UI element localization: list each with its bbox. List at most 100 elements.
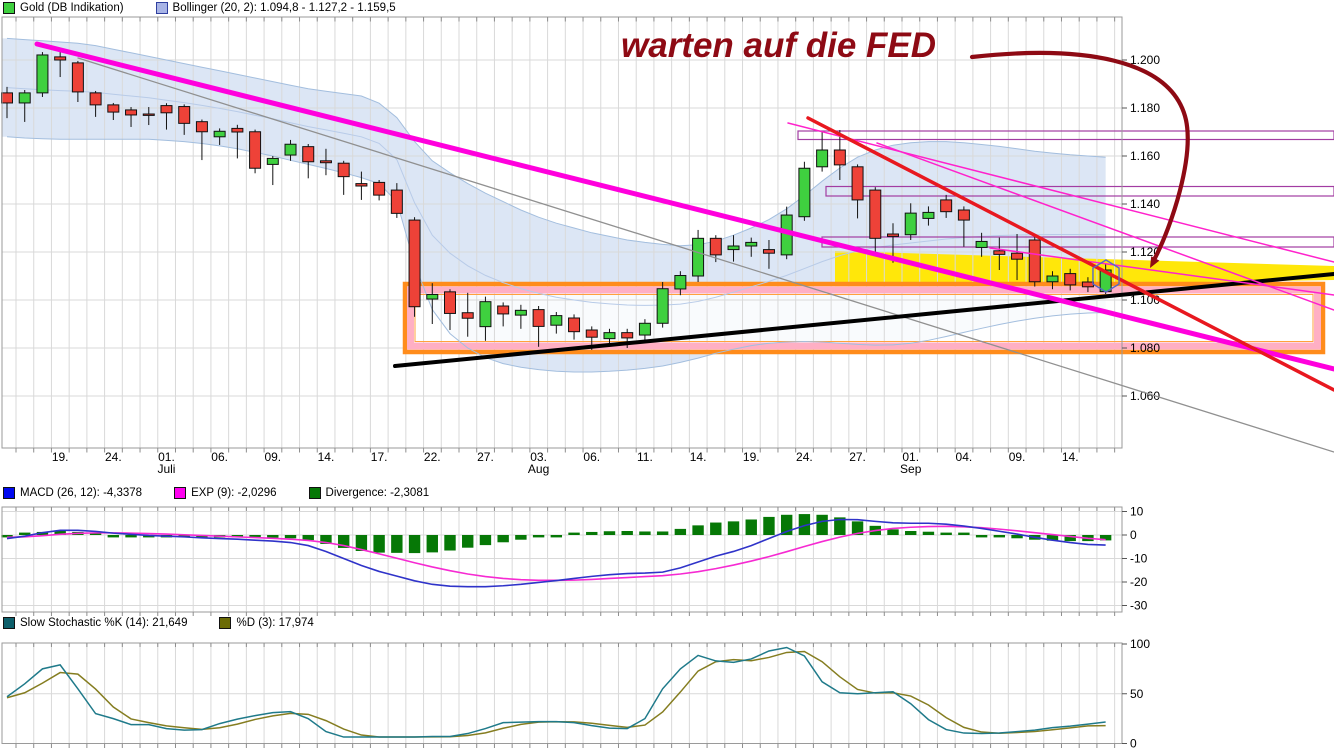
svg-text:09.: 09. bbox=[264, 450, 281, 464]
svg-text:0: 0 bbox=[1130, 737, 1137, 751]
last-candle-highlight bbox=[1092, 259, 1120, 293]
candle-3 bbox=[54, 56, 67, 61]
stoch-d-label: %D (3): 17,974 bbox=[236, 617, 314, 629]
candle-41 bbox=[727, 245, 740, 251]
candle-56 bbox=[993, 250, 1006, 255]
axis-ticks bbox=[15, 17, 1116, 453]
svg-text:03.: 03. bbox=[530, 450, 547, 464]
candle-46 bbox=[816, 149, 829, 168]
candle-45 bbox=[798, 167, 811, 218]
candle-1 bbox=[18, 92, 31, 104]
svg-text:-10: -10 bbox=[1130, 552, 1148, 566]
bollinger-lower-line bbox=[6, 136, 1106, 373]
candle-58 bbox=[1028, 239, 1041, 283]
exp-swatch bbox=[174, 487, 187, 499]
candle-47 bbox=[833, 149, 846, 166]
svg-text:17.: 17. bbox=[371, 450, 388, 464]
svg-text:27.: 27. bbox=[477, 450, 494, 464]
candle-14 bbox=[249, 131, 262, 169]
svg-text:22.: 22. bbox=[424, 450, 441, 464]
svg-text:10: 10 bbox=[1130, 505, 1144, 519]
svg-text:-20: -20 bbox=[1130, 575, 1148, 589]
stoch-axis-labels: 100 50 0 bbox=[1122, 637, 1150, 751]
candle-52 bbox=[922, 211, 935, 219]
candle-11 bbox=[195, 121, 208, 133]
candle-2 bbox=[36, 54, 49, 94]
candle-26 bbox=[461, 312, 474, 319]
candle-43 bbox=[762, 249, 775, 254]
candle-12 bbox=[213, 130, 226, 138]
stoch-k-label: Slow Stochastic %K (14): 21,649 bbox=[20, 617, 188, 629]
macd-panel[interactable]: 10 0 -10 -20 -30 bbox=[1, 505, 1148, 617]
svg-text:24.: 24. bbox=[796, 450, 813, 464]
stoch-k-line bbox=[6, 646, 1106, 738]
candle-33 bbox=[585, 329, 598, 338]
svg-text:0: 0 bbox=[1130, 528, 1137, 542]
long-gray-downtrend bbox=[77, 57, 1334, 453]
candle-51 bbox=[904, 212, 917, 236]
fed-annotation-text: warten auf die FED bbox=[621, 26, 937, 65]
svg-text:14.: 14. bbox=[1062, 450, 1079, 464]
legend-macd[interactable]: MACD (26, 12): -4,3378 bbox=[3, 487, 142, 499]
candle-34 bbox=[603, 332, 616, 340]
svg-text:1.200: 1.200 bbox=[1130, 53, 1160, 67]
candle-30 bbox=[532, 309, 545, 327]
candle-19 bbox=[337, 162, 350, 178]
macd-plot-border bbox=[1, 506, 1123, 613]
svg-text:24.: 24. bbox=[105, 450, 122, 464]
stochastic-panel[interactable]: 100 50 0 bbox=[1, 637, 1150, 751]
svg-text:1.180: 1.180 bbox=[1130, 101, 1160, 115]
svg-text:11.: 11. bbox=[637, 450, 653, 464]
svg-text:Aug: Aug bbox=[528, 462, 549, 476]
divergence-swatch bbox=[308, 487, 321, 499]
svg-text:19.: 19. bbox=[52, 450, 69, 464]
candle-31 bbox=[550, 315, 563, 326]
stochastic-legend: Slow Stochastic %K (14): 21,649 %D (3): … bbox=[3, 617, 340, 629]
bollinger-middle-line bbox=[6, 87, 1106, 306]
candle-38 bbox=[674, 275, 687, 290]
macd-line bbox=[6, 518, 1106, 588]
candle-54 bbox=[957, 209, 970, 221]
svg-text:04.: 04. bbox=[956, 450, 973, 464]
svg-text:Sep: Sep bbox=[900, 462, 922, 476]
magenta-fan-1 bbox=[787, 122, 1334, 263]
legend-gold[interactable]: Gold (DB Indikation) bbox=[3, 2, 124, 14]
svg-text:14.: 14. bbox=[318, 450, 335, 464]
gold-series-label: Gold (DB Indikation) bbox=[20, 2, 124, 14]
candle-21 bbox=[373, 181, 386, 196]
legend-exp[interactable]: EXP (9): -2,0296 bbox=[174, 487, 277, 499]
fed-arrow bbox=[969, 50, 1190, 268]
candles-layer bbox=[1, 51, 1112, 350]
candle-29 bbox=[514, 309, 527, 316]
gold-series-swatch bbox=[3, 2, 15, 14]
stoch-ticks bbox=[15, 643, 1116, 748]
legend-stoch-d[interactable]: %D (3): 17,974 bbox=[219, 617, 314, 629]
ascending-black-support bbox=[393, 272, 1334, 368]
candle-16 bbox=[284, 143, 297, 156]
trendlines-layer bbox=[34, 41, 1334, 453]
candle-5 bbox=[89, 92, 102, 106]
svg-text:1.080: 1.080 bbox=[1130, 341, 1160, 355]
steep-red-downtrend bbox=[806, 116, 1334, 392]
stoch-d-swatch bbox=[219, 617, 232, 629]
macd-swatch bbox=[3, 487, 15, 499]
magenta-main-downtrend bbox=[34, 41, 1334, 372]
candle-39 bbox=[692, 237, 705, 277]
legend-bollinger[interactable]: Bollinger (20, 2): 1.094,8 - 1.127,2 - 1… bbox=[155, 2, 396, 14]
svg-text:1.060: 1.060 bbox=[1130, 389, 1160, 403]
bollinger-swatch bbox=[155, 2, 168, 14]
svg-text:06.: 06. bbox=[211, 450, 228, 464]
macd-legend: MACD (26, 12): -4,3378 EXP (9): -2,0296 … bbox=[3, 487, 455, 499]
macd-ticks bbox=[15, 507, 1116, 616]
legend-stoch-k[interactable]: Slow Stochastic %K (14): 21,649 bbox=[3, 617, 187, 629]
divergence-label: Divergence: -2,3081 bbox=[325, 487, 430, 499]
legend-divergence[interactable]: Divergence: -2,3081 bbox=[308, 487, 430, 499]
svg-text:1.160: 1.160 bbox=[1130, 149, 1160, 163]
candle-4 bbox=[71, 62, 84, 93]
magenta-fan-2 bbox=[876, 142, 1334, 311]
candle-17 bbox=[302, 146, 315, 163]
